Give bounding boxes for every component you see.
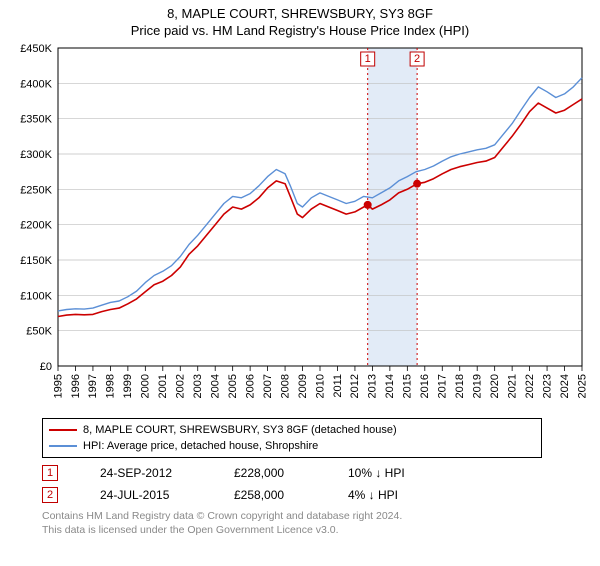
svg-text:£400K: £400K	[20, 78, 52, 90]
svg-text:2018: 2018	[454, 374, 466, 398]
svg-text:2016: 2016	[419, 374, 431, 398]
svg-text:2019: 2019	[472, 374, 484, 398]
legend-item: HPI: Average price, detached house, Shro…	[49, 438, 535, 454]
svg-text:2023: 2023	[541, 374, 553, 398]
svg-text:£350K: £350K	[20, 114, 52, 126]
svg-text:£200K: £200K	[20, 220, 52, 232]
svg-text:2009: 2009	[297, 374, 309, 398]
svg-text:2024: 2024	[559, 374, 571, 398]
sales-row: 1 24-SEP-2012 £228,000 10% ↓ HPI	[42, 462, 588, 484]
chart-plot: £0 £50K £100K £150K £200K £250K £300K £350K £400…	[10, 42, 590, 412]
sales-table: 1 24-SEP-2012 £228,000 10% ↓ HPI 2 24-JU…	[42, 462, 588, 506]
svg-text:2022: 2022	[524, 374, 536, 398]
legend-swatch	[49, 445, 77, 447]
svg-text:2008: 2008	[279, 374, 291, 398]
svg-text:2014: 2014	[384, 374, 396, 398]
svg-text:£250K: £250K	[20, 184, 52, 196]
chart-subtitle: Price paid vs. HM Land Registry's House …	[0, 23, 600, 38]
sale-diff: 10% ↓ HPI	[348, 466, 438, 480]
sales-row: 2 24-JUL-2015 £258,000 4% ↓ HPI	[42, 484, 588, 506]
svg-text:2005: 2005	[227, 374, 239, 398]
svg-text:1999: 1999	[122, 374, 134, 398]
chart-container: 8, MAPLE COURT, SHREWSBURY, SY3 8GF Pric…	[0, 6, 600, 537]
svg-text:2: 2	[414, 53, 420, 65]
svg-text:2015: 2015	[402, 374, 414, 398]
sale-price: £228,000	[234, 466, 324, 480]
svg-text:2006: 2006	[244, 374, 256, 398]
svg-text:£100K: £100K	[20, 290, 52, 302]
svg-text:£50K: £50K	[26, 326, 52, 338]
legend-item: 8, MAPLE COURT, SHREWSBURY, SY3 8GF (det…	[49, 422, 535, 438]
svg-text:2011: 2011	[332, 374, 344, 398]
svg-text:1: 1	[365, 53, 371, 65]
svg-text:2002: 2002	[175, 374, 187, 398]
svg-text:2003: 2003	[192, 374, 204, 398]
svg-text:2012: 2012	[349, 374, 361, 398]
sale-diff: 4% ↓ HPI	[348, 488, 438, 502]
sale-price: £258,000	[234, 488, 324, 502]
chart-title: 8, MAPLE COURT, SHREWSBURY, SY3 8GF	[0, 6, 600, 21]
footer-line: This data is licensed under the Open Gov…	[42, 524, 588, 538]
svg-text:£450K: £450K	[20, 43, 52, 55]
svg-text:£300K: £300K	[20, 149, 52, 161]
svg-text:2025: 2025	[576, 374, 588, 398]
svg-text:2001: 2001	[157, 374, 169, 398]
legend-label: HPI: Average price, detached house, Shro…	[83, 440, 318, 452]
svg-text:2000: 2000	[140, 374, 152, 398]
svg-text:1996: 1996	[70, 374, 82, 398]
legend: 8, MAPLE COURT, SHREWSBURY, SY3 8GF (det…	[42, 418, 542, 458]
legend-swatch	[49, 429, 77, 431]
footer: Contains HM Land Registry data © Crown c…	[42, 510, 588, 537]
sale-date: 24-SEP-2012	[100, 466, 210, 480]
svg-text:2017: 2017	[437, 374, 449, 398]
svg-text:2007: 2007	[262, 374, 274, 398]
sale-marker: 1	[42, 465, 58, 481]
sale-marker: 2	[42, 487, 58, 503]
svg-text:2021: 2021	[506, 374, 518, 398]
svg-text:£150K: £150K	[20, 255, 52, 267]
svg-text:2013: 2013	[367, 374, 379, 398]
svg-text:2004: 2004	[209, 374, 221, 398]
footer-line: Contains HM Land Registry data © Crown c…	[42, 510, 588, 524]
svg-text:2020: 2020	[489, 374, 501, 398]
svg-text:2010: 2010	[314, 374, 326, 398]
svg-text:1998: 1998	[105, 374, 117, 398]
svg-text:1995: 1995	[52, 374, 64, 398]
sale-date: 24-JUL-2015	[100, 488, 210, 502]
svg-text:£0: £0	[40, 361, 52, 373]
legend-label: 8, MAPLE COURT, SHREWSBURY, SY3 8GF (det…	[83, 424, 397, 436]
svg-text:1997: 1997	[87, 374, 99, 398]
